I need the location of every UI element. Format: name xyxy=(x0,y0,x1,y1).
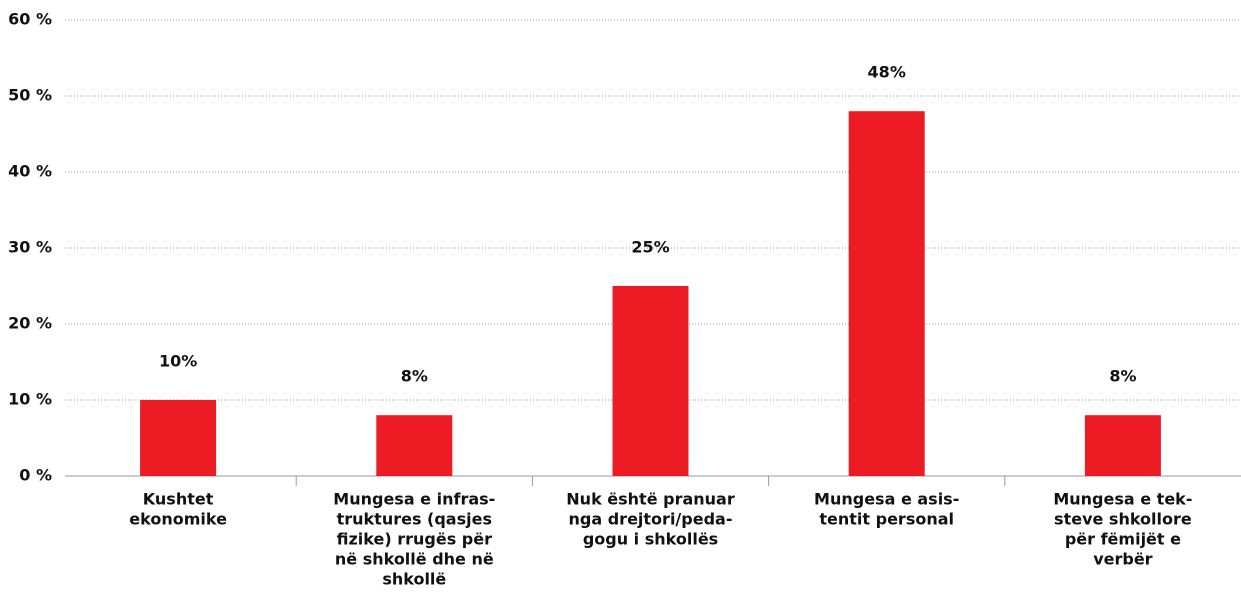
x-tick-label: Kushtet xyxy=(143,490,214,509)
x-tick-label: verbër xyxy=(1093,550,1152,569)
x-tick-label: Mungesa e asis- xyxy=(814,490,959,509)
x-tick-label: tentit personal xyxy=(819,510,954,529)
value-label: 8% xyxy=(1109,367,1136,386)
x-tick-label: fizike) rrugës për xyxy=(337,530,492,549)
bar xyxy=(848,111,925,476)
x-tick-label: Nuk është pranuar xyxy=(566,490,735,509)
y-tick-label: 50 % xyxy=(8,86,52,105)
x-tick-label: steve shkollore xyxy=(1054,510,1192,529)
x-tick-label: Mungesa e tek- xyxy=(1053,490,1192,509)
x-tick-label: truktures (qasjes xyxy=(337,510,492,529)
bar xyxy=(1084,415,1161,476)
y-tick-label: 0 % xyxy=(19,466,52,485)
x-tick-label: gogu i shkollës xyxy=(583,530,718,549)
x-tick-label: Mungesa e infras- xyxy=(333,490,495,509)
value-label: 8% xyxy=(401,367,428,386)
x-tick-label: ekonomike xyxy=(129,510,227,529)
y-tick-label: 30 % xyxy=(8,238,52,257)
x-tick-label: në shkollë dhe në xyxy=(335,550,494,569)
y-tick-label: 20 % xyxy=(8,314,52,333)
x-tick-label: shkollë xyxy=(382,570,446,589)
y-tick-label: 60 % xyxy=(8,10,52,29)
value-label: 48% xyxy=(868,63,906,82)
x-tick-label: për fëmijët e xyxy=(1065,530,1181,549)
y-tick-label: 10 % xyxy=(8,390,52,409)
bar xyxy=(140,400,217,476)
x-tick-label: nga drejtori/peda- xyxy=(569,510,733,529)
bar xyxy=(612,286,689,476)
value-label: 10% xyxy=(159,352,197,371)
value-label: 25% xyxy=(631,238,669,257)
y-tick-label: 40 % xyxy=(8,162,52,181)
bar xyxy=(376,415,453,476)
